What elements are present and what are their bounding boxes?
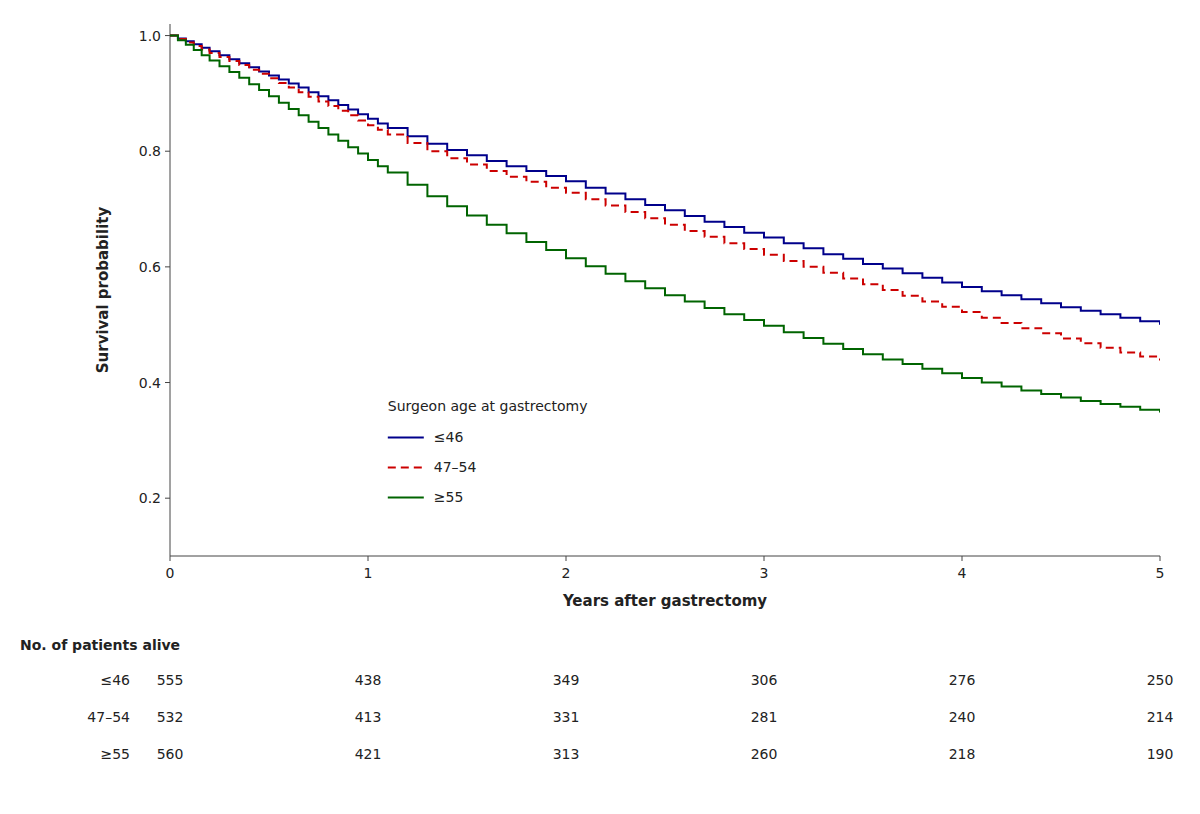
x-tick	[170, 556, 171, 561]
risk-table-value: 306	[751, 672, 778, 688]
x-tick	[1160, 556, 1161, 561]
y-tick	[165, 151, 170, 152]
y-tick-label: 1.0	[139, 28, 161, 44]
y-tick	[165, 382, 170, 383]
survival-curve	[170, 36, 1160, 361]
legend-label: ≤46	[434, 429, 464, 445]
risk-table-value: 250	[1147, 672, 1174, 688]
risk-table-value: 218	[949, 746, 976, 762]
y-tick-label: 0.6	[139, 259, 161, 275]
x-axis-line	[170, 556, 1160, 557]
x-tick-label: 0	[166, 565, 175, 581]
x-tick	[566, 556, 567, 561]
risk-table: No. of patients alive ≤46 555 438 349 306 276 2…	[20, 637, 1173, 762]
y-tick	[165, 35, 170, 36]
background	[0, 0, 1200, 814]
risk-table-value: 190	[1147, 746, 1174, 762]
risk-table-value: 214	[1147, 709, 1174, 725]
y-tick-label: 0.8	[139, 143, 161, 159]
chart: 0 1 2 3 4 5 0.2 0.4 0.6 0.8 1.0 Years after gastrec…	[0, 0, 1200, 814]
legend-swatch	[388, 466, 424, 468]
risk-table-value: 438	[355, 672, 382, 688]
legend: Surgeon age at gastrectomy ≤46 47–54 ≥55	[388, 398, 588, 505]
legend-title: Surgeon age at gastrectomy	[388, 398, 588, 414]
risk-table-row-label: 47–54	[87, 709, 130, 725]
risk-table-header: No. of patients alive	[20, 637, 180, 653]
y-tick-label: 0.2	[139, 490, 161, 506]
risk-table-value: 560	[157, 746, 184, 762]
risk-table-value: 413	[355, 709, 382, 725]
x-tick-label: 1	[364, 565, 373, 581]
y-axis-label: Survival probability	[94, 207, 112, 374]
risk-table-value: 555	[157, 672, 184, 688]
risk-table-value: 240	[949, 709, 976, 725]
y-tick	[165, 266, 170, 267]
plot-area	[170, 36, 1160, 413]
x-tick	[764, 556, 765, 561]
risk-table-value: 349	[553, 672, 580, 688]
risk-table-value: 313	[553, 746, 580, 762]
x-tick-label: 5	[1156, 565, 1165, 581]
y-tick-label: 0.4	[139, 375, 161, 391]
legend-swatch	[388, 496, 424, 498]
x-tick	[368, 556, 369, 561]
risk-table-row-label: ≤46	[100, 672, 130, 688]
y-axis-line	[170, 24, 171, 556]
risk-table-value: 276	[949, 672, 976, 688]
risk-table-value: 260	[751, 746, 778, 762]
risk-table-value: 421	[355, 746, 382, 762]
legend-label: 47–54	[434, 459, 477, 475]
risk-table-row-label: ≥55	[100, 746, 130, 762]
y-tick	[165, 498, 170, 499]
x-tick	[962, 556, 963, 561]
x-tick-label: 2	[562, 565, 571, 581]
risk-table-value: 331	[553, 709, 580, 725]
survival-curve	[170, 36, 1160, 413]
risk-table-value: 281	[751, 709, 778, 725]
x-tick-label: 4	[958, 565, 967, 581]
risk-table-value: 532	[157, 709, 184, 725]
survival-curve	[170, 36, 1160, 325]
legend-label: ≥55	[434, 489, 464, 505]
x-axis-label: Years after gastrectomy	[562, 592, 767, 610]
legend-swatch	[388, 436, 424, 438]
x-tick-label: 3	[760, 565, 769, 581]
axes: 0 1 2 3 4 5 0.2 0.4 0.6 0.8 1.0	[139, 24, 1165, 581]
